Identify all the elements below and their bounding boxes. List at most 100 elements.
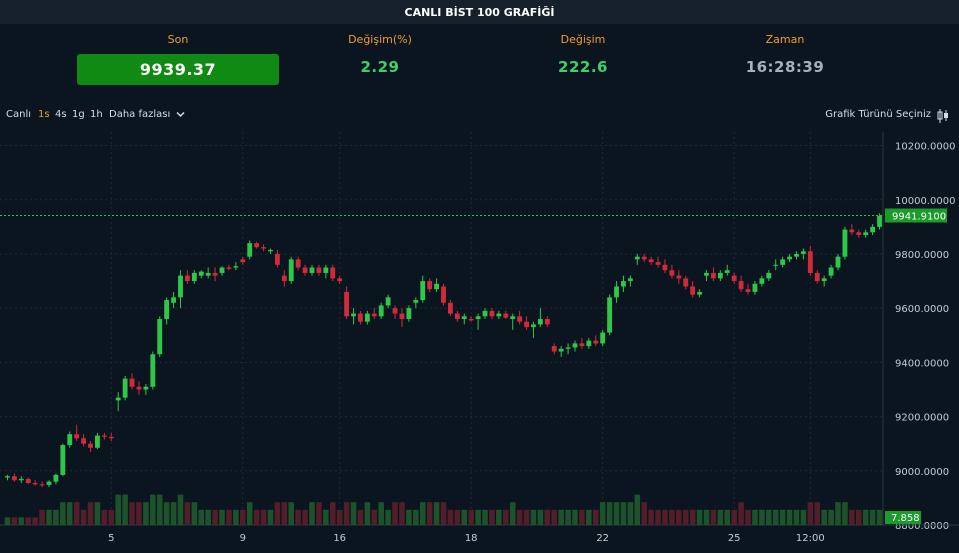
candle-body xyxy=(579,343,585,347)
candle-body xyxy=(683,278,689,287)
volume-bar xyxy=(323,509,329,525)
candle-body xyxy=(184,275,190,282)
volume-bar xyxy=(856,509,862,525)
volume-bar xyxy=(240,509,246,525)
chart-area: Canlı 1s 4s 1g 1h Daha fazlası Grafik Tü… xyxy=(0,100,959,553)
candle-body xyxy=(129,378,135,387)
candle-body xyxy=(441,286,446,303)
candle-body xyxy=(524,321,529,328)
volume-bar xyxy=(60,502,66,525)
volume-bar xyxy=(828,509,834,525)
volume-bar xyxy=(807,502,814,525)
candle-body xyxy=(39,484,45,486)
candlestick-icon[interactable] xyxy=(937,108,949,124)
candle-body xyxy=(226,267,232,269)
last-price-badge xyxy=(885,208,947,223)
candle-body xyxy=(212,272,218,276)
interval-1h-button[interactable]: 1h xyxy=(90,109,103,120)
candle-body xyxy=(364,313,370,322)
volume-bar xyxy=(73,502,80,525)
stat-time-value: 16:28:39 xyxy=(745,58,825,76)
volume-bar xyxy=(87,502,94,525)
volume-bar xyxy=(752,509,758,525)
volume-bar xyxy=(163,502,170,525)
interval-1g-button[interactable]: 1g xyxy=(72,109,85,120)
volume-bar xyxy=(115,494,121,525)
candle-body xyxy=(101,435,107,437)
volume-bar xyxy=(205,509,211,525)
candle-body xyxy=(821,278,827,282)
candle-body xyxy=(835,256,841,268)
volume-bar xyxy=(274,502,281,525)
candle-body xyxy=(614,286,619,298)
stat-son: Son 9939.37 xyxy=(68,24,288,85)
volume-bar xyxy=(689,509,696,525)
candle-body xyxy=(150,354,156,387)
volume-bar xyxy=(94,502,101,525)
volume-bar xyxy=(32,517,38,525)
volume-bar xyxy=(572,509,578,525)
volume-bar xyxy=(613,502,620,525)
volume-bar xyxy=(129,502,135,525)
candle-body xyxy=(413,300,419,303)
volume-bar xyxy=(80,509,87,525)
candle-body xyxy=(392,308,398,314)
candle-body xyxy=(849,229,855,233)
volume-bar xyxy=(122,494,128,525)
x-tick-label-2: 16 xyxy=(333,533,346,544)
candle-body xyxy=(641,256,647,260)
x-tick-label-1: 9 xyxy=(240,533,246,544)
chart-toolbar: Canlı 1s 4s 1g 1h Daha fazlası Grafik Tü… xyxy=(0,100,959,132)
volume-bar xyxy=(136,502,142,525)
volume-bar xyxy=(302,509,308,525)
y-tick-label-5: 9200.0000 xyxy=(895,413,949,424)
candle-body xyxy=(503,313,509,318)
candle-body xyxy=(11,476,17,481)
candle-body xyxy=(634,256,640,260)
candle-body xyxy=(828,267,834,276)
candle-body xyxy=(316,267,322,273)
stat-change-pct-value: 2.29 xyxy=(360,58,400,76)
candle-body xyxy=(863,232,869,235)
volume-bar xyxy=(503,509,509,525)
candle-body xyxy=(205,272,211,276)
volume-bar xyxy=(316,502,322,525)
live-button[interactable]: Canlı xyxy=(6,109,32,120)
volume-bar xyxy=(551,509,558,525)
candle-body xyxy=(482,310,488,317)
candle-body xyxy=(461,316,467,320)
chart-type-selector[interactable]: Grafik Türünü Seçiniz xyxy=(825,109,931,120)
more-intervals-dropdown[interactable]: Daha fazlası xyxy=(109,109,185,120)
candle-body xyxy=(46,481,52,485)
volume-bar xyxy=(662,509,668,525)
candle-body xyxy=(136,386,142,390)
candle-body xyxy=(814,272,820,282)
candle-body xyxy=(773,264,779,266)
y-tick-label-7: 8800.0000 xyxy=(895,521,949,532)
volume-bar xyxy=(634,494,641,525)
volume-bar xyxy=(655,509,661,525)
interval-4s-button[interactable]: 4s xyxy=(55,109,67,120)
candlestick-chart[interactable]: 10200.0000 10000.0000 9800.0000 9600.0000 94… xyxy=(0,132,959,553)
candle-body xyxy=(351,313,356,317)
candle-body xyxy=(295,259,301,268)
volume-bar xyxy=(18,517,25,525)
y-tick-label-6: 9000.0000 xyxy=(895,467,949,478)
volume-bar xyxy=(537,509,544,525)
candle-body xyxy=(496,313,502,317)
candle-body xyxy=(330,267,336,279)
candle-body xyxy=(81,438,87,444)
volume-bar xyxy=(641,502,647,525)
volume-bar xyxy=(814,502,821,525)
volume-bar xyxy=(516,509,523,525)
candle-body xyxy=(475,316,481,320)
candle-body xyxy=(752,283,758,292)
candle-body xyxy=(5,476,10,478)
candle-body xyxy=(565,347,571,349)
volume-bar xyxy=(101,509,108,525)
volume-bar xyxy=(413,509,419,525)
volume-bar xyxy=(329,502,336,525)
interval-1s-button[interactable]: 1s xyxy=(38,109,50,120)
volume-bar xyxy=(703,509,710,525)
candle-body xyxy=(593,340,599,344)
